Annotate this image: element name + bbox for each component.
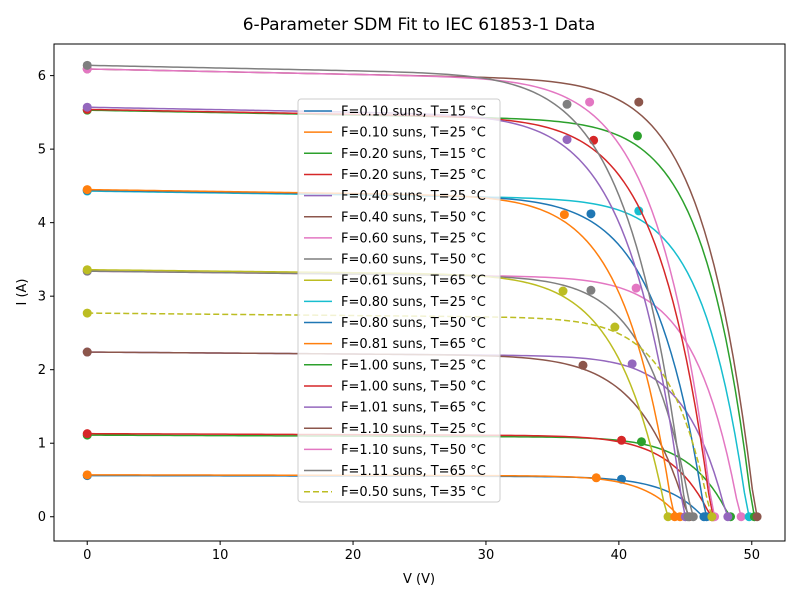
legend: F=0.10 suns, T=15 °C F=0.10 suns, T=25 °C…: [297, 98, 501, 503]
data-point: [707, 512, 717, 522]
series-line: [87, 312, 713, 517]
x-axis: 0 10 20 30 40 50: [83, 541, 760, 563]
data-point: [670, 512, 680, 522]
data-point: [634, 97, 644, 107]
y-tick-label: 5: [38, 143, 46, 158]
data-point: [752, 512, 762, 522]
x-tick-label: 40: [611, 548, 628, 563]
y-axis-label: I (A): [15, 278, 30, 305]
data-point: [562, 99, 572, 109]
x-tick-label: 20: [345, 548, 362, 563]
data-point: [586, 285, 596, 295]
legend-entry: F=0.20 suns, T=25 °C: [341, 168, 486, 183]
x-tick-label: 0: [83, 548, 91, 563]
legend-entry: F=0.40 suns, T=25 °C: [341, 189, 486, 204]
legend-entry: F=1.10 suns, T=25 °C: [341, 422, 486, 437]
data-point: [82, 347, 92, 357]
legend-entry: F=1.01 suns, T=65 °C: [341, 401, 486, 416]
plot-frame: [53, 43, 786, 542]
x-tick-label: 10: [212, 548, 229, 563]
legend-entry: F=0.81 suns, T=65 °C: [341, 337, 486, 352]
legend-entry: F=0.10 suns, T=15 °C: [341, 105, 486, 120]
y-tick-label: 4: [38, 216, 46, 231]
data-point: [559, 210, 569, 220]
series-line: [87, 68, 716, 517]
data-point: [82, 265, 92, 275]
legend-entry: F=0.60 suns, T=50 °C: [341, 253, 486, 268]
data-point: [82, 470, 92, 480]
series-line: [87, 64, 689, 517]
legend-entry: F=1.00 suns, T=50 °C: [341, 379, 486, 394]
legend-entry: F=0.61 suns, T=65 °C: [341, 274, 486, 289]
data-point: [82, 185, 92, 195]
data-point: [558, 286, 568, 296]
data-point: [683, 512, 693, 522]
y-tick-label: 1: [38, 437, 46, 452]
legend-entry: F=0.20 suns, T=15 °C: [341, 147, 486, 162]
data-point: [632, 131, 642, 141]
legend-entry: F=1.11 suns, T=65 °C: [341, 464, 486, 479]
legend-entry: F=0.60 suns, T=25 °C: [341, 231, 486, 246]
legend-entry: F=0.40 suns, T=50 °C: [341, 210, 486, 225]
legend-box: [297, 98, 501, 503]
data-point: [723, 512, 733, 522]
data-point: [736, 512, 746, 522]
data-point: [562, 135, 572, 145]
y-tick-label: 6: [38, 69, 46, 84]
legend-entry: F=1.00 suns, T=25 °C: [341, 358, 486, 373]
y-tick-label: 0: [38, 510, 46, 525]
legend-entry: F=0.80 suns, T=25 °C: [341, 295, 486, 310]
legend-entry: F=0.80 suns, T=50 °C: [341, 316, 486, 331]
data-point: [82, 102, 92, 112]
data-point: [82, 308, 92, 318]
y-tick-label: 3: [38, 290, 46, 305]
x-tick-label: 50: [743, 548, 760, 563]
data-point: [591, 473, 601, 483]
y-tick-label: 2: [38, 363, 46, 378]
legend-entry: F=0.50 suns, T=35 °C: [341, 485, 486, 500]
data-point: [617, 435, 627, 445]
data-point: [585, 97, 595, 107]
data-point: [634, 206, 644, 216]
data-point: [578, 360, 588, 370]
x-tick-label: 30: [478, 548, 495, 563]
legend-entry: F=0.10 suns, T=25 °C: [341, 126, 486, 141]
data-point: [627, 359, 637, 369]
data-point: [82, 60, 92, 70]
y-axis: 0 1 2 3 4 5 6: [38, 69, 54, 525]
data-point: [82, 429, 92, 439]
x-axis-label: V (V): [403, 572, 435, 587]
chart-title: 6-Parameter SDM Fit to IEC 61853-1 Data: [243, 15, 596, 35]
data-point: [610, 322, 620, 332]
legend-entry: F=1.10 suns, T=50 °C: [341, 443, 486, 458]
data-point: [663, 512, 673, 522]
data-point: [586, 209, 596, 219]
data-point: [631, 283, 641, 293]
data-point: [636, 437, 646, 447]
